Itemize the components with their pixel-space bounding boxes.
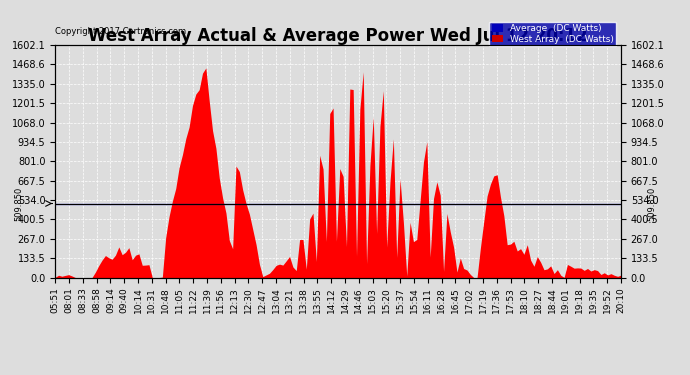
Text: Copyright 2017 Cartronics.com: Copyright 2017 Cartronics.com <box>55 27 186 36</box>
Text: 509.850: 509.850 <box>648 186 657 220</box>
Legend: Average  (DC Watts), West Array  (DC Watts): Average (DC Watts), West Array (DC Watts… <box>489 22 616 46</box>
Title: West Array Actual & Average Power Wed Jul 12 20:12: West Array Actual & Average Power Wed Ju… <box>88 27 588 45</box>
Text: 509.850: 509.850 <box>14 186 23 220</box>
